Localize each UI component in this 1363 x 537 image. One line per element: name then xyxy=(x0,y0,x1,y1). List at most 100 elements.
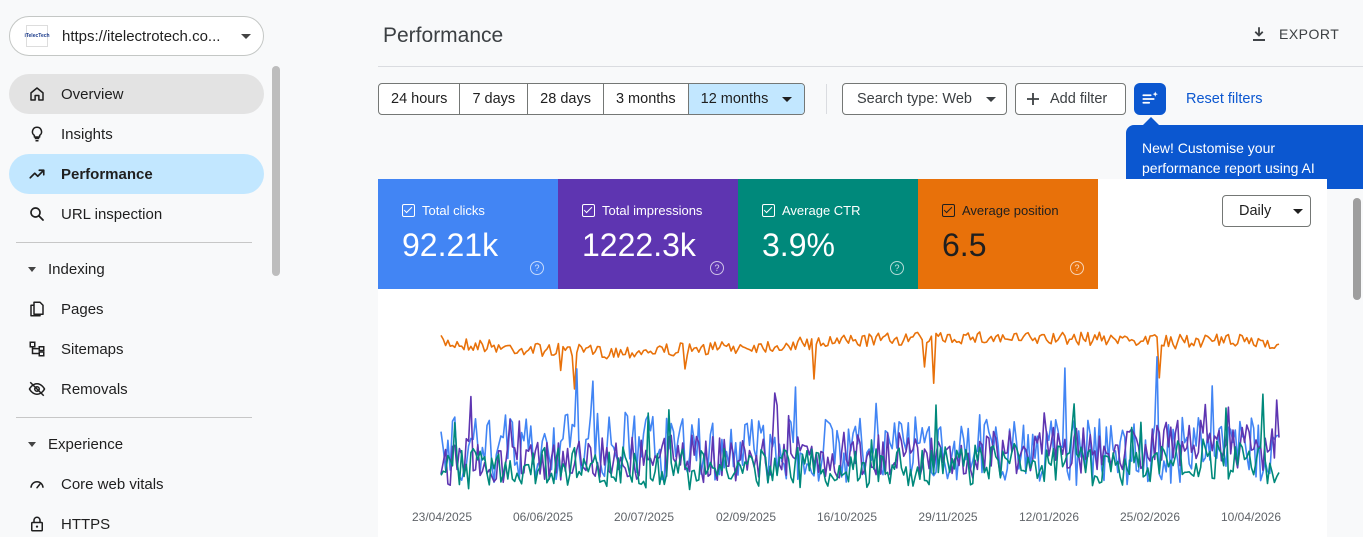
metric-value: 6.5 xyxy=(942,227,987,263)
add-filter-label: Add filter xyxy=(1050,91,1108,107)
add-filter-button[interactable]: Add filter xyxy=(1015,83,1126,115)
header-divider xyxy=(378,66,1363,67)
sidebar: iTelecTech https://itelectrotech.co... O… xyxy=(0,0,282,537)
x-tick-label: 06/06/2025 xyxy=(513,510,573,524)
range-24-hours[interactable]: 24 hours xyxy=(379,84,461,114)
x-tick-label: 20/07/2025 xyxy=(614,510,674,524)
metric-average-position[interactable]: Average position 6.5 ? xyxy=(918,179,1098,289)
x-tick-label: 10/04/2026 xyxy=(1221,510,1281,524)
checkbox-icon[interactable] xyxy=(762,204,775,217)
metric-total-impressions[interactable]: Total impressions 1222.3k ? xyxy=(558,179,738,289)
metric-value: 92.21k xyxy=(402,227,499,263)
performance-chart[interactable]: 23/04/2025 06/06/2025 20/07/2025 02/09/2025… xyxy=(378,290,1327,537)
sidebar-item-insights[interactable]: Insights xyxy=(9,114,264,154)
help-icon[interactable]: ? xyxy=(530,261,544,275)
range-28-days[interactable]: 28 days xyxy=(528,84,604,114)
sidebar-item-core-web-vitals[interactable]: Core web vitals xyxy=(9,464,264,504)
checkbox-icon[interactable] xyxy=(402,204,415,217)
sidebar-item-overview[interactable]: Overview xyxy=(9,74,264,114)
property-logo: iTelecTech xyxy=(24,25,50,47)
range-3-months[interactable]: 3 months xyxy=(604,84,689,114)
sidebar-scrollbar[interactable] xyxy=(272,66,280,276)
export-button[interactable]: EXPORT xyxy=(1250,25,1339,43)
range-label: 7 days xyxy=(472,91,516,107)
search-type-dropdown[interactable]: Search type: Web xyxy=(842,83,1007,115)
property-selector[interactable]: iTelecTech https://itelectrotech.co... xyxy=(9,16,264,56)
main-scrollbar[interactable] xyxy=(1353,198,1361,300)
sidebar-item-https[interactable]: HTTPS xyxy=(9,504,264,537)
metric-total-clicks[interactable]: Total clicks 92.21k ? xyxy=(378,179,558,289)
sidebar-item-url-inspection[interactable]: URL inspection xyxy=(9,194,264,234)
series-line-average-position xyxy=(440,331,1280,390)
home-icon xyxy=(27,84,47,104)
help-icon[interactable]: ? xyxy=(710,261,724,275)
pages-icon xyxy=(27,299,47,319)
chevron-down-icon xyxy=(1293,208,1304,214)
metric-label: Average position xyxy=(962,203,1059,218)
section-indexing[interactable]: Indexing xyxy=(28,261,105,278)
lightbulb-icon xyxy=(27,124,47,144)
granularity-dropdown[interactable]: Daily xyxy=(1222,195,1311,227)
reset-filters-link[interactable]: Reset filters xyxy=(1186,91,1263,107)
sidebar-item-removals[interactable]: Removals xyxy=(9,369,264,409)
tooltip-arrow xyxy=(1143,117,1159,125)
sidebar-item-sitemaps[interactable]: Sitemaps xyxy=(9,329,264,369)
export-label: EXPORT xyxy=(1279,26,1340,42)
sidebar-item-label: Overview xyxy=(61,85,124,103)
collapse-triangle-icon xyxy=(28,267,36,272)
range-label: 3 months xyxy=(615,91,676,107)
sidebar-divider xyxy=(16,417,252,418)
series-line-total-clicks xyxy=(440,356,1280,486)
granularity-label: Daily xyxy=(1239,203,1272,219)
sidebar-item-label: Insights xyxy=(61,125,113,143)
range-label: 28 days xyxy=(540,91,591,107)
metric-label: Total clicks xyxy=(422,203,485,218)
eye-off-icon xyxy=(27,379,47,399)
section-label: Indexing xyxy=(48,261,105,278)
x-tick-label: 25/02/2026 xyxy=(1120,510,1180,524)
sidebar-item-label: Removals xyxy=(61,380,128,398)
ai-feature-tooltip[interactable]: New! Customise your performance report u… xyxy=(1126,125,1363,189)
sidebar-item-pages[interactable]: Pages xyxy=(9,289,264,329)
metric-label: Average CTR xyxy=(782,203,861,218)
series-line-total-impressions xyxy=(440,392,1280,486)
sidebar-item-label: HTTPS xyxy=(61,515,111,533)
checkbox-icon[interactable] xyxy=(582,204,595,217)
metric-value: 1222.3k xyxy=(582,227,696,263)
download-icon xyxy=(1250,25,1268,43)
x-tick-label: 02/09/2025 xyxy=(716,510,776,524)
metric-value: 3.9% xyxy=(762,227,835,263)
help-icon[interactable]: ? xyxy=(1070,261,1084,275)
section-experience[interactable]: Experience xyxy=(28,436,123,453)
x-tick-label: 23/04/2025 xyxy=(412,510,472,524)
series-line-average-ctr xyxy=(440,393,1280,491)
range-12-months[interactable]: 12 months xyxy=(688,84,805,114)
checkbox-icon[interactable] xyxy=(942,204,955,217)
toolbar-separator xyxy=(826,84,827,114)
plus-icon xyxy=(1026,92,1040,106)
property-url: https://itelectrotech.co... xyxy=(62,27,221,45)
lock-icon xyxy=(27,514,47,534)
sidebar-item-label: Pages xyxy=(61,300,104,318)
trending-up-icon xyxy=(27,164,47,184)
sidebar-item-label: Core web vitals xyxy=(61,475,164,493)
chevron-down-icon xyxy=(241,33,251,39)
search-type-label: Search type: Web xyxy=(857,91,972,107)
range-7-days[interactable]: 7 days xyxy=(460,84,529,114)
x-tick-label: 29/11/2025 xyxy=(918,510,977,524)
gauge-icon xyxy=(27,474,47,494)
ai-filter-button[interactable] xyxy=(1134,83,1166,115)
chevron-down-icon xyxy=(986,96,996,102)
search-icon xyxy=(27,204,47,224)
section-label: Experience xyxy=(48,436,124,453)
sidebar-item-label: Sitemaps xyxy=(61,340,124,358)
metric-average-ctr[interactable]: Average CTR 3.9% ? xyxy=(738,179,918,289)
sidebar-divider xyxy=(16,242,252,243)
help-icon[interactable]: ? xyxy=(890,261,904,275)
range-label: 24 hours xyxy=(391,91,448,107)
page-title: Performance xyxy=(383,24,504,47)
ai-sparkle-filter-icon xyxy=(1142,91,1158,104)
sidebar-item-performance[interactable]: Performance xyxy=(9,154,264,194)
range-label: 12 months xyxy=(700,91,769,107)
